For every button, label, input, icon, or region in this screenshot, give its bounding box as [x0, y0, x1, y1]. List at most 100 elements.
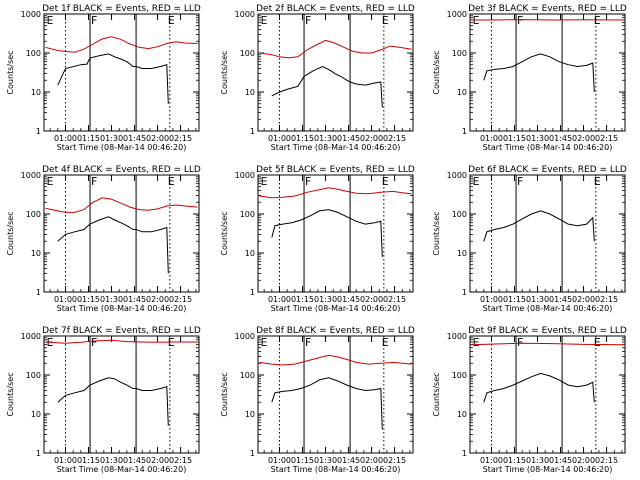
y-tick-label: 10	[31, 249, 41, 258]
x-tick-label: 01:45	[549, 134, 572, 143]
x-tick-label: 02:00	[572, 295, 595, 304]
y-tick-label: 100	[240, 49, 255, 58]
y-axis-label: Counts/sec	[6, 372, 15, 416]
x-tick-label: 01:00	[54, 295, 77, 304]
x-tick-label: 01:00	[54, 134, 77, 143]
series-line-events	[57, 216, 169, 274]
panel-7: Det 7f BLACK = Events, RED = LLD 1 10 100 10…	[6, 326, 201, 474]
panel-title: Det 8f BLACK = Events, RED = LLD	[256, 326, 415, 336]
y-tick-label: 1	[36, 449, 41, 458]
series-line-events	[57, 377, 169, 426]
series-line-lld	[259, 39, 412, 59]
panel-title: Det 7f BLACK = Events, RED = LLD	[42, 326, 201, 336]
marker-letter: E	[168, 175, 175, 188]
series-line-lld	[259, 187, 412, 199]
x-tick-label: 02:15	[169, 456, 192, 465]
y-tick-label: 10	[457, 88, 467, 97]
x-tick-label: 01:45	[123, 134, 146, 143]
x-tick-label: 01:30	[100, 134, 123, 143]
x-tick-label: 01:45	[337, 134, 360, 143]
x-axis-label: Start Time (08-Mar-14 00:46:20)	[57, 143, 187, 152]
x-axis-label: Start Time (08-Mar-14 00:46:20)	[271, 143, 401, 152]
y-tick-label: 10	[245, 88, 255, 97]
panel-5: Det 5f BLACK = Events, RED = LLD 1 10 100 10…	[220, 165, 415, 313]
marker-letter: F	[305, 14, 311, 27]
plot-frame	[257, 174, 414, 293]
x-tick-label: 01:00	[268, 456, 291, 465]
plot-frame	[43, 13, 200, 132]
marker-letter: E	[473, 336, 480, 349]
x-tick-label: 01:00	[480, 456, 503, 465]
series-line-events	[483, 210, 595, 242]
panel-4: Det 4f BLACK = Events, RED = LLD 1 10 100 10…	[6, 165, 201, 313]
y-tick-label: 1	[36, 288, 41, 297]
marker-letter: E	[47, 14, 54, 27]
series-line-lld	[45, 197, 198, 213]
y-tick-label: 1000	[235, 332, 255, 341]
y-tick-label: 1000	[447, 10, 467, 19]
x-tick-label: 01:30	[314, 295, 337, 304]
y-tick-label: 1000	[21, 332, 41, 341]
marker-letter: E	[261, 14, 268, 27]
x-tick-label: 01:45	[123, 456, 146, 465]
y-axis-label: Counts/sec	[220, 211, 229, 255]
marker-letter: F	[91, 175, 97, 188]
panel-3: Det 3f BLACK = Events, RED = LLD 1 10 100 10…	[432, 4, 627, 152]
x-tick-label: 02:15	[595, 295, 618, 304]
plot-frame	[257, 13, 414, 132]
marker-letter: E	[594, 175, 601, 188]
panel-title: Det 5f BLACK = Events, RED = LLD	[256, 165, 415, 175]
x-tick-label: 01:30	[526, 295, 549, 304]
y-tick-label: 1000	[447, 171, 467, 180]
y-tick-label: 1	[250, 127, 255, 136]
x-tick-label: 01:30	[314, 456, 337, 465]
y-tick-label: 10	[457, 249, 467, 258]
series-line-events	[483, 372, 595, 403]
marker-letter: E	[168, 14, 175, 27]
x-tick-label: 01:15	[77, 456, 100, 465]
y-tick-label: 1000	[21, 10, 41, 19]
y-tick-label: 1000	[21, 171, 41, 180]
plot-frame	[469, 335, 626, 454]
x-tick-label: 02:15	[169, 134, 192, 143]
x-axis-label: Start Time (08-Mar-14 00:46:20)	[271, 304, 401, 313]
x-tick-label: 01:30	[100, 456, 123, 465]
x-tick-label: 02:15	[169, 295, 192, 304]
x-tick-label: 02:00	[146, 295, 169, 304]
x-tick-label: 01:45	[337, 456, 360, 465]
panel-1: Det 1f BLACK = Events, RED = LLD 1 10 100 10…	[6, 4, 201, 152]
y-axis-label: Counts/sec	[432, 50, 441, 94]
x-tick-label: 01:00	[54, 456, 77, 465]
x-axis-label: Start Time (08-Mar-14 00:46:20)	[57, 304, 187, 313]
x-axis-label: Start Time (08-Mar-14 00:46:20)	[57, 465, 187, 474]
x-tick-label: 01:00	[268, 134, 291, 143]
marker-letter: E	[594, 14, 601, 27]
y-tick-label: 1	[36, 127, 41, 136]
marker-letter: F	[305, 336, 311, 349]
panel-title: Det 6f BLACK = Events, RED = LLD	[468, 165, 627, 175]
series-line-events	[57, 53, 169, 104]
y-tick-label: 10	[31, 410, 41, 419]
series-line-lld	[45, 339, 198, 344]
x-tick-label: 02:00	[360, 456, 383, 465]
x-tick-label: 01:15	[291, 295, 314, 304]
marker-letter: E	[382, 336, 389, 349]
x-tick-label: 02:15	[595, 134, 618, 143]
y-tick-label: 100	[452, 371, 467, 380]
x-tick-label: 02:00	[572, 134, 595, 143]
panel-title: Det 4f BLACK = Events, RED = LLD	[42, 165, 201, 175]
y-tick-label: 1	[250, 288, 255, 297]
x-tick-label: 01:00	[268, 295, 291, 304]
panel-2: Det 2f BLACK = Events, RED = LLD 1 10 100 10…	[220, 4, 415, 152]
panel-title: Det 3f BLACK = Events, RED = LLD	[468, 4, 627, 14]
x-axis-label: Start Time (08-Mar-14 00:46:20)	[483, 143, 613, 152]
x-tick-label: 01:45	[337, 295, 360, 304]
panel-title: Det 9f BLACK = Events, RED = LLD	[468, 326, 627, 336]
series-line-lld	[471, 342, 624, 346]
marker-letter: E	[261, 336, 268, 349]
series-line-lld	[45, 36, 198, 53]
y-tick-label: 1	[462, 127, 467, 136]
y-axis-label: Counts/sec	[6, 211, 15, 255]
y-tick-label: 100	[452, 210, 467, 219]
x-tick-label: 01:30	[100, 295, 123, 304]
